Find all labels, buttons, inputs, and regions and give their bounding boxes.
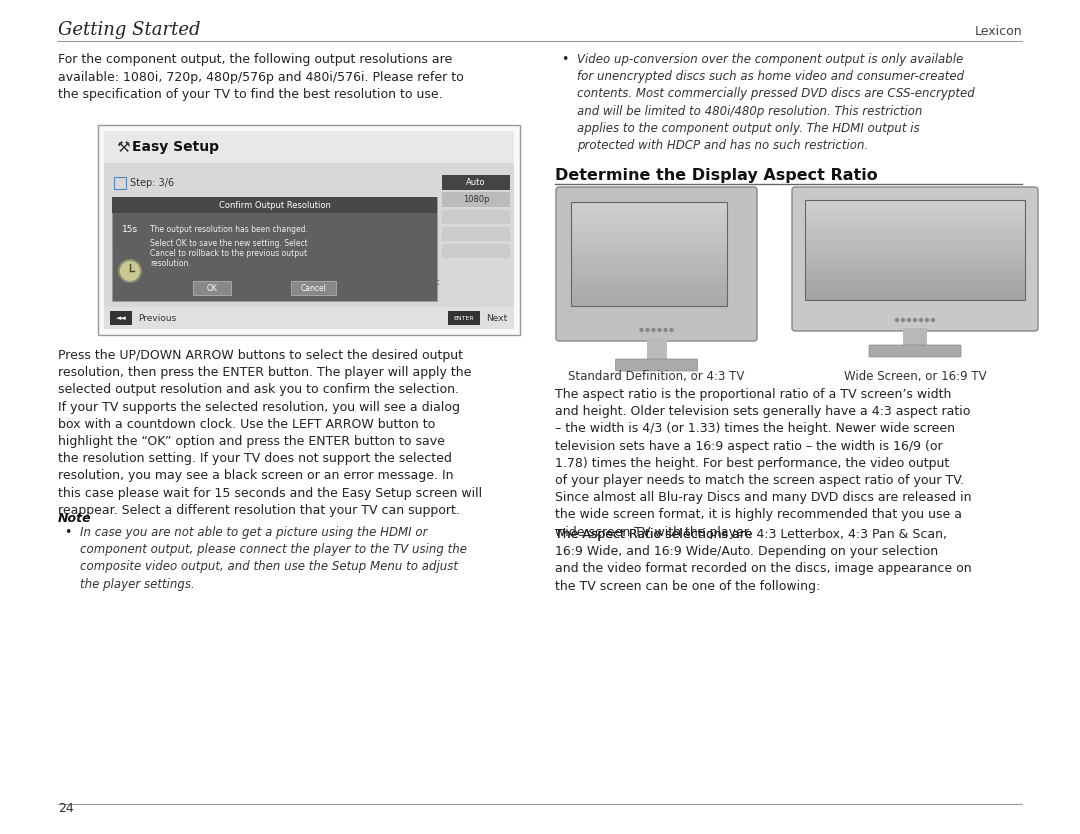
Circle shape: [919, 319, 922, 321]
Text: Determine the Display Aspect Ratio: Determine the Display Aspect Ratio: [555, 168, 878, 183]
Bar: [442, 227, 510, 241]
Bar: [571, 202, 727, 306]
Circle shape: [926, 319, 929, 321]
Bar: [571, 202, 727, 213]
Text: Note: Note: [58, 512, 92, 525]
Bar: [571, 244, 727, 254]
Text: 15s: 15s: [122, 225, 138, 234]
Circle shape: [664, 329, 667, 331]
Text: Video up-conversion over the component output is only available
for unencrypted : Video up-conversion over the component o…: [577, 53, 975, 152]
Bar: [571, 285, 727, 295]
Text: Previous: Previous: [138, 314, 176, 323]
Bar: [112, 197, 437, 213]
Bar: [291, 281, 336, 295]
Bar: [805, 280, 1025, 290]
Circle shape: [670, 329, 673, 331]
Bar: [442, 192, 510, 207]
FancyBboxPatch shape: [556, 187, 757, 341]
Text: In case you are not able to get a picture using the HDMI or
component output, pl: In case you are not able to get a pictur…: [80, 526, 467, 590]
Circle shape: [646, 329, 649, 331]
Text: For the component output, the following output resolutions are
available: 1080i,: For the component output, the following …: [58, 53, 463, 101]
Bar: [442, 210, 510, 224]
Bar: [805, 210, 1025, 220]
Text: The Aspect Ratio selections are: The Aspect Ratio selections are: [555, 528, 756, 541]
Bar: [903, 328, 927, 346]
Text: 1080p: 1080p: [462, 195, 489, 204]
Bar: [571, 234, 727, 244]
Text: ⚒: ⚒: [116, 139, 130, 154]
Text: Step: 3/6: Step: 3/6: [130, 178, 174, 188]
Bar: [805, 220, 1025, 230]
FancyBboxPatch shape: [869, 345, 961, 357]
Text: Cancel to rollback to the previous output: Cancel to rollback to the previous outpu…: [150, 249, 307, 258]
Circle shape: [907, 319, 910, 321]
Bar: [571, 213, 727, 223]
Text: Next: Next: [486, 314, 508, 323]
Text: your TV: your TV: [112, 221, 145, 230]
Bar: [805, 250, 1025, 260]
Bar: [442, 244, 510, 258]
Text: ENTER: ENTER: [454, 315, 474, 320]
Bar: [805, 200, 1025, 210]
Text: Wide Screen, or 16:9 TV: Wide Screen, or 16:9 TV: [843, 370, 986, 383]
Text: The aspect ratio is the proportional ratio of a TV screen’s width
and height. Ol: The aspect ratio is the proportional rat…: [555, 388, 972, 539]
Bar: [193, 281, 231, 295]
Text: Confirm Output Resolution: Confirm Output Resolution: [218, 200, 330, 209]
Text: Getting Started: Getting Started: [58, 21, 201, 39]
Text: Standard Definition, or 4:3 TV: Standard Definition, or 4:3 TV: [568, 370, 745, 383]
Bar: [112, 197, 437, 301]
Bar: [571, 264, 727, 274]
Text: rollbac: rollbac: [112, 265, 140, 274]
Circle shape: [914, 319, 917, 321]
Circle shape: [895, 319, 899, 321]
Bar: [571, 254, 727, 264]
Bar: [571, 295, 727, 306]
Bar: [571, 223, 727, 234]
Text: The Aspect Ratio selections are 4:3 Letterbox, 4:3 Pan & Scan,
16:9 Wide, and 16: The Aspect Ratio selections are 4:3 Lett…: [555, 528, 972, 593]
Text: 15 sec: 15 sec: [112, 251, 139, 260]
Bar: [448, 311, 480, 325]
Bar: [104, 131, 514, 329]
Circle shape: [931, 319, 934, 321]
Bar: [647, 338, 666, 360]
Bar: [104, 307, 514, 329]
FancyBboxPatch shape: [616, 359, 698, 371]
Text: Choos: Choos: [112, 207, 138, 216]
Bar: [110, 311, 132, 325]
Text: ect: ect: [427, 278, 440, 287]
FancyBboxPatch shape: [792, 187, 1038, 331]
Text: Select OK to save the new setting. Select: Select OK to save the new setting. Selec…: [150, 239, 308, 248]
Bar: [98, 125, 519, 335]
Text: •: •: [64, 526, 71, 539]
Circle shape: [652, 329, 654, 331]
Bar: [442, 175, 510, 190]
Bar: [571, 274, 727, 285]
Bar: [805, 260, 1025, 270]
Text: Cancel: Cancel: [300, 284, 326, 293]
Bar: [114, 177, 126, 189]
Bar: [805, 270, 1025, 280]
Text: Auto: Auto: [467, 178, 486, 187]
Text: ◄◄: ◄◄: [116, 315, 126, 321]
Text: •: •: [561, 53, 568, 66]
Circle shape: [640, 329, 643, 331]
Text: 24: 24: [58, 802, 73, 815]
Bar: [805, 240, 1025, 250]
Circle shape: [658, 329, 661, 331]
Text: resolution.: resolution.: [150, 259, 191, 268]
Bar: [805, 290, 1025, 300]
Text: Chang: Chang: [112, 237, 139, 246]
Text: The output resolution has been changed.: The output resolution has been changed.: [150, 225, 308, 234]
Bar: [805, 200, 1025, 300]
Text: Easy Setup: Easy Setup: [132, 140, 219, 154]
Circle shape: [119, 260, 141, 282]
Text: OK: OK: [206, 284, 218, 293]
Bar: [805, 230, 1025, 240]
Text: Lexicon: Lexicon: [974, 25, 1022, 38]
Bar: [104, 131, 514, 163]
Text: Press the UP/DOWN ARROW buttons to select the desired output
resolution, then pr: Press the UP/DOWN ARROW buttons to selec…: [58, 349, 482, 517]
Circle shape: [902, 319, 905, 321]
